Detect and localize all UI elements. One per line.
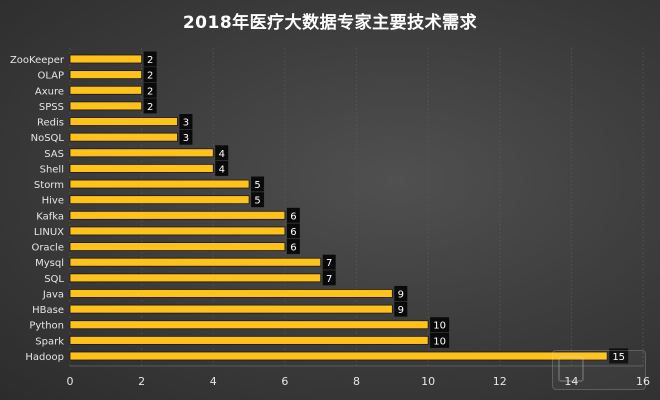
y-tick-label: SPSS [39, 102, 64, 113]
data-label: 5 [254, 196, 260, 207]
y-tick-label: SQL [44, 274, 64, 285]
bar [69, 148, 214, 158]
data-label: 3 [183, 118, 189, 129]
data-label: 7 [326, 258, 332, 269]
bar [69, 273, 322, 283]
x-tick-label: 2 [138, 375, 145, 388]
bar [69, 351, 608, 361]
watermark-logo [552, 350, 646, 390]
data-label: 2 [147, 102, 153, 113]
bar [69, 54, 143, 64]
bar [69, 195, 250, 205]
y-tick-label: Hive [42, 196, 64, 207]
bar [69, 242, 286, 251]
bar [69, 179, 250, 189]
y-tick-label: LINUX [34, 227, 64, 238]
y-tick-label: Hadoop [25, 352, 64, 363]
bar [69, 101, 143, 111]
bar [69, 210, 286, 220]
y-tick-label: Java [42, 289, 64, 300]
data-label-background [430, 332, 450, 348]
data-label-background [179, 129, 193, 145]
data-label-background [394, 301, 408, 317]
y-tick-label: Storm [34, 180, 64, 191]
data-label-background [215, 160, 229, 176]
data-label-background [430, 317, 450, 333]
y-tick-label: OLAP [37, 71, 64, 82]
y-tick-label: Spark [35, 336, 64, 347]
data-label-background [143, 67, 157, 83]
y-tick-label: Oracle [31, 243, 64, 254]
data-label: 9 [398, 289, 404, 300]
y-tick-label: NoSQL [31, 133, 65, 144]
data-label: 2 [147, 55, 153, 66]
bar [69, 226, 286, 236]
data-label-background [143, 82, 157, 98]
bar [69, 132, 178, 142]
data-label: 6 [290, 243, 296, 254]
bar [69, 70, 143, 80]
y-tick-label: Redis [37, 118, 64, 129]
chart-title: 2018年医疗大数据专家主要技术需求 [182, 13, 478, 33]
data-label: 10 [433, 336, 446, 347]
bar [69, 320, 429, 330]
bar [69, 289, 393, 298]
y-tick-label: Python [29, 321, 64, 332]
data-label-background [215, 145, 229, 161]
data-label-background [394, 285, 408, 301]
y-tick-label: Mysql [35, 258, 64, 269]
data-label-background [286, 207, 300, 223]
bar [69, 304, 393, 314]
x-tick-label: 4 [210, 375, 217, 388]
y-tick-label: Shell [40, 164, 64, 175]
data-label-background [179, 114, 193, 130]
bar [69, 257, 322, 267]
data-label-background [322, 270, 336, 286]
bar [69, 117, 178, 126]
data-label: 2 [147, 86, 153, 97]
data-label: 6 [290, 211, 296, 222]
bar [69, 164, 214, 173]
data-label: 7 [326, 274, 332, 285]
bar [69, 85, 143, 95]
data-label: 9 [398, 305, 404, 316]
x-tick-label: 8 [353, 375, 360, 388]
data-label: 15 [612, 352, 625, 363]
y-tick-label: HBase [32, 305, 64, 316]
watermark-mark-icon [558, 356, 584, 382]
x-tick-label: 12 [493, 375, 507, 388]
data-label-background [251, 192, 265, 208]
x-tick-label: 10 [421, 375, 435, 388]
x-tick-label: 14 [564, 375, 578, 388]
data-label: 3 [183, 133, 189, 144]
data-label: 4 [219, 164, 225, 175]
x-tick-label: 6 [281, 375, 288, 388]
bar [69, 335, 429, 345]
data-label: 5 [254, 180, 260, 191]
data-label-background [286, 223, 300, 239]
data-label-background [322, 254, 336, 270]
data-label-background [143, 98, 157, 114]
data-label-background [609, 348, 629, 364]
data-label: 4 [219, 149, 225, 160]
y-tick-label: ZooKeeper [10, 55, 65, 66]
data-label-background [286, 239, 300, 255]
data-label: 2 [147, 71, 153, 82]
x-tick-label: 0 [67, 375, 74, 388]
data-label: 10 [433, 321, 446, 332]
y-tick-label: Axure [35, 86, 64, 97]
data-label-background [251, 176, 265, 192]
y-tick-label: Kafka [36, 211, 64, 222]
y-tick-label: SAS [44, 149, 64, 160]
data-label: 6 [290, 227, 296, 238]
x-tick-label: 16 [636, 375, 650, 388]
data-label-background [143, 51, 157, 67]
